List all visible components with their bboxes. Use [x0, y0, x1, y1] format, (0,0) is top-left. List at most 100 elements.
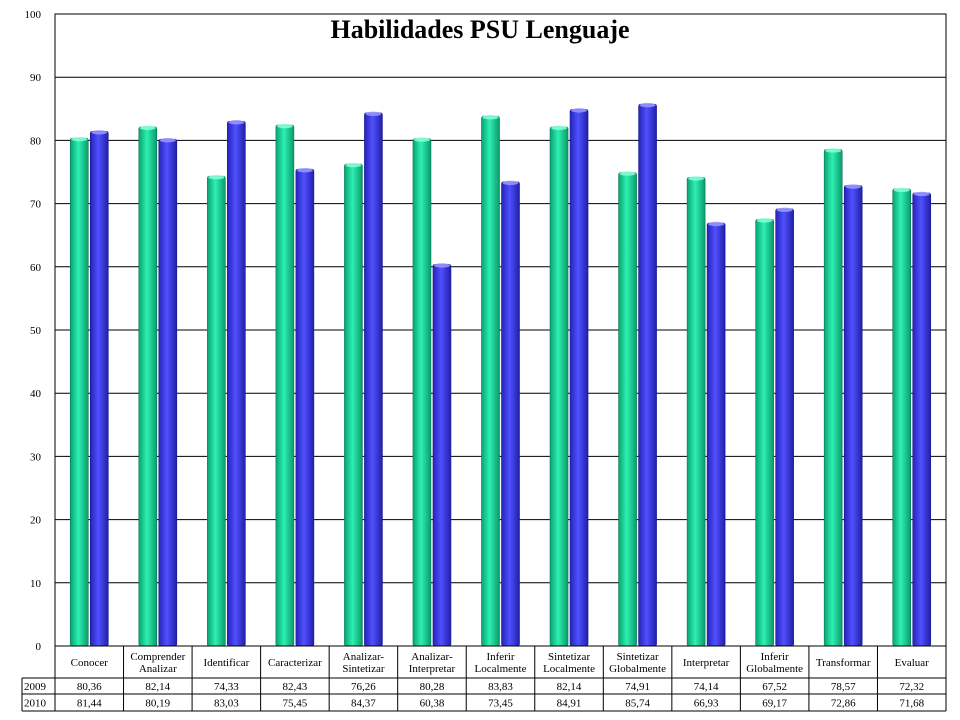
table-cell: 84,91 — [557, 698, 582, 710]
bar-cap-2009-6 — [482, 114, 499, 120]
bar-2009-3 — [275, 124, 295, 647]
table-cell: 72,86 — [831, 698, 856, 710]
bar-cap-2010-0 — [91, 130, 108, 135]
bar-2009-11 — [823, 149, 843, 647]
series-name-2010: 2010 — [24, 698, 47, 710]
y-tick-label: 60 — [30, 262, 42, 274]
bar-cap-2010-12 — [913, 191, 930, 197]
category-label: Inferir — [761, 651, 789, 663]
y-tick-label: 80 — [30, 135, 42, 147]
gridlines — [54, 13, 947, 647]
bar-2010-8 — [638, 103, 657, 647]
table-cell: 76,26 — [351, 681, 376, 693]
bar-cap-2009-4 — [345, 162, 362, 168]
bar-2010-12 — [912, 192, 932, 647]
bar-2009-9 — [686, 177, 706, 647]
table-cell: 81,44 — [77, 698, 102, 710]
bar-2009-12 — [892, 188, 912, 647]
bar-cap-2010-5 — [433, 263, 450, 268]
bar-cap-2010-10 — [776, 207, 793, 213]
table-cell: 82,14 — [557, 681, 582, 693]
bar-2010-5 — [432, 264, 452, 647]
table-cell: 72,32 — [899, 681, 924, 693]
bar-2010-1 — [158, 138, 178, 647]
category-label: Localmente — [475, 663, 527, 675]
bar-cap-2010-4 — [365, 111, 382, 116]
table-cell: 66,93 — [694, 698, 719, 710]
bar-cap-2010-8 — [639, 102, 656, 108]
y-tick-label: 50 — [30, 325, 42, 337]
bar-cap-2010-6 — [502, 180, 519, 185]
chart-title: Habilidades PSU Lenguaje — [330, 15, 629, 44]
category-label: Evaluar — [895, 657, 930, 669]
category-label: Interpretar — [409, 663, 456, 675]
y-tick-label: 70 — [30, 199, 42, 211]
bar-cap-2010-3 — [296, 167, 313, 173]
table-cell: 82,14 — [145, 681, 170, 693]
bar-2009-8 — [618, 172, 637, 647]
y-tick-label: 0 — [36, 641, 42, 653]
bar-cap-2009-3 — [276, 123, 293, 129]
table-cell: 74,91 — [625, 681, 650, 693]
bar-2010-4 — [364, 112, 383, 647]
category-label: Globalmente — [609, 663, 666, 675]
bar-cap-2009-0 — [71, 136, 88, 142]
table-cell: 71,68 — [899, 698, 924, 710]
bar-cap-2009-11 — [825, 148, 842, 153]
bar-cap-2009-5 — [413, 137, 430, 142]
category-label: Sintetizar — [616, 651, 658, 663]
bar-cap-2009-10 — [756, 218, 773, 223]
bar-cap-2010-11 — [845, 184, 862, 189]
bar-cap-2009-1 — [139, 125, 156, 131]
bar-cap-2010-2 — [228, 120, 245, 125]
bar-2009-7 — [549, 126, 569, 647]
y-tick-label: 10 — [30, 578, 42, 590]
category-label: Transformar — [816, 657, 871, 669]
table-cell: 60,38 — [420, 698, 445, 710]
category-label: Interpretar — [683, 657, 730, 669]
y-axis: 0 10 20 30 40 50 60 70 80 90 100 — [25, 9, 42, 653]
series-name-2009: 2009 — [24, 681, 47, 693]
bar-cap-2009-2 — [208, 175, 225, 180]
bar-cap-2010-1 — [159, 137, 176, 143]
category-label: Sintetizar — [548, 651, 590, 663]
bar-2009-4 — [344, 163, 363, 647]
bar-2010-6 — [501, 181, 520, 647]
bar-2010-9 — [706, 222, 726, 647]
bar-cap-2009-9 — [688, 176, 705, 181]
table-cell: 74,33 — [214, 681, 239, 693]
category-label: Analizar- — [411, 651, 453, 663]
table-cell: 83,03 — [214, 698, 239, 710]
y-tick-label: 100 — [25, 9, 42, 21]
bar-2009-0 — [69, 137, 89, 647]
bar-2010-0 — [89, 130, 109, 647]
bar-2009-5 — [412, 138, 432, 647]
table-cell: 73,45 — [488, 698, 513, 710]
bar-2009-6 — [481, 115, 500, 647]
table-cell: 75,45 — [283, 698, 308, 710]
category-label: Globalmente — [746, 663, 803, 675]
y-tick-label: 20 — [30, 515, 42, 527]
table-cell: 82,43 — [283, 681, 308, 693]
bar-cap-2009-7 — [551, 125, 568, 131]
category-label: Comprender — [130, 651, 185, 663]
bar-cap-2009-12 — [893, 187, 910, 193]
table-cell: 69,17 — [762, 698, 787, 710]
bar-2009-1 — [138, 126, 158, 647]
table-cell: 80,28 — [420, 681, 445, 693]
table-cell: 80,19 — [145, 698, 170, 710]
table-cell: 85,74 — [625, 698, 650, 710]
category-label: Inferir — [486, 651, 514, 663]
y-tick-label: 30 — [30, 451, 42, 463]
y-tick-label: 90 — [30, 72, 42, 84]
bars — [69, 102, 932, 647]
table-cell: 67,52 — [762, 681, 787, 693]
category-label: Analizar- — [343, 651, 385, 663]
category-label: Localmente — [543, 663, 595, 675]
bar-2009-2 — [207, 175, 226, 647]
category-label: Analizar — [139, 663, 177, 675]
bar-cap-2010-9 — [708, 221, 725, 227]
category-label: Caracterizar — [268, 657, 322, 669]
